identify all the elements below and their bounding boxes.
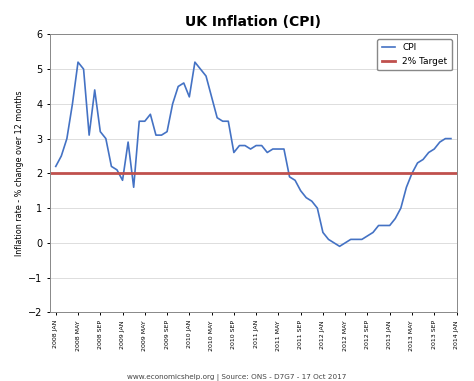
Text: www.economicshelp.org | Source: ONS - D7G7 - 17 Oct 2017: www.economicshelp.org | Source: ONS - D7… [128, 374, 346, 381]
Legend: CPI, 2% Target: CPI, 2% Target [377, 39, 452, 70]
CPI [326, 237, 331, 242]
CPI [114, 168, 120, 172]
Text: Period of
Disinflation: Period of Disinflation [0, 380, 1, 381]
2% Target [58, 171, 64, 176]
CPI [53, 164, 59, 169]
Line: CPI: CPI [56, 62, 451, 247]
2% Target [53, 171, 59, 176]
CPI [75, 60, 81, 64]
CPI [426, 150, 431, 155]
CPI [448, 136, 454, 141]
CPI [337, 244, 342, 249]
Title: UK Inflation (CPI): UK Inflation (CPI) [185, 15, 321, 29]
Y-axis label: Inflation rate - % change over 12 months: Inflation rate - % change over 12 months [15, 91, 24, 256]
CPI [309, 199, 315, 203]
CPI [281, 147, 287, 151]
CPI [192, 60, 198, 64]
